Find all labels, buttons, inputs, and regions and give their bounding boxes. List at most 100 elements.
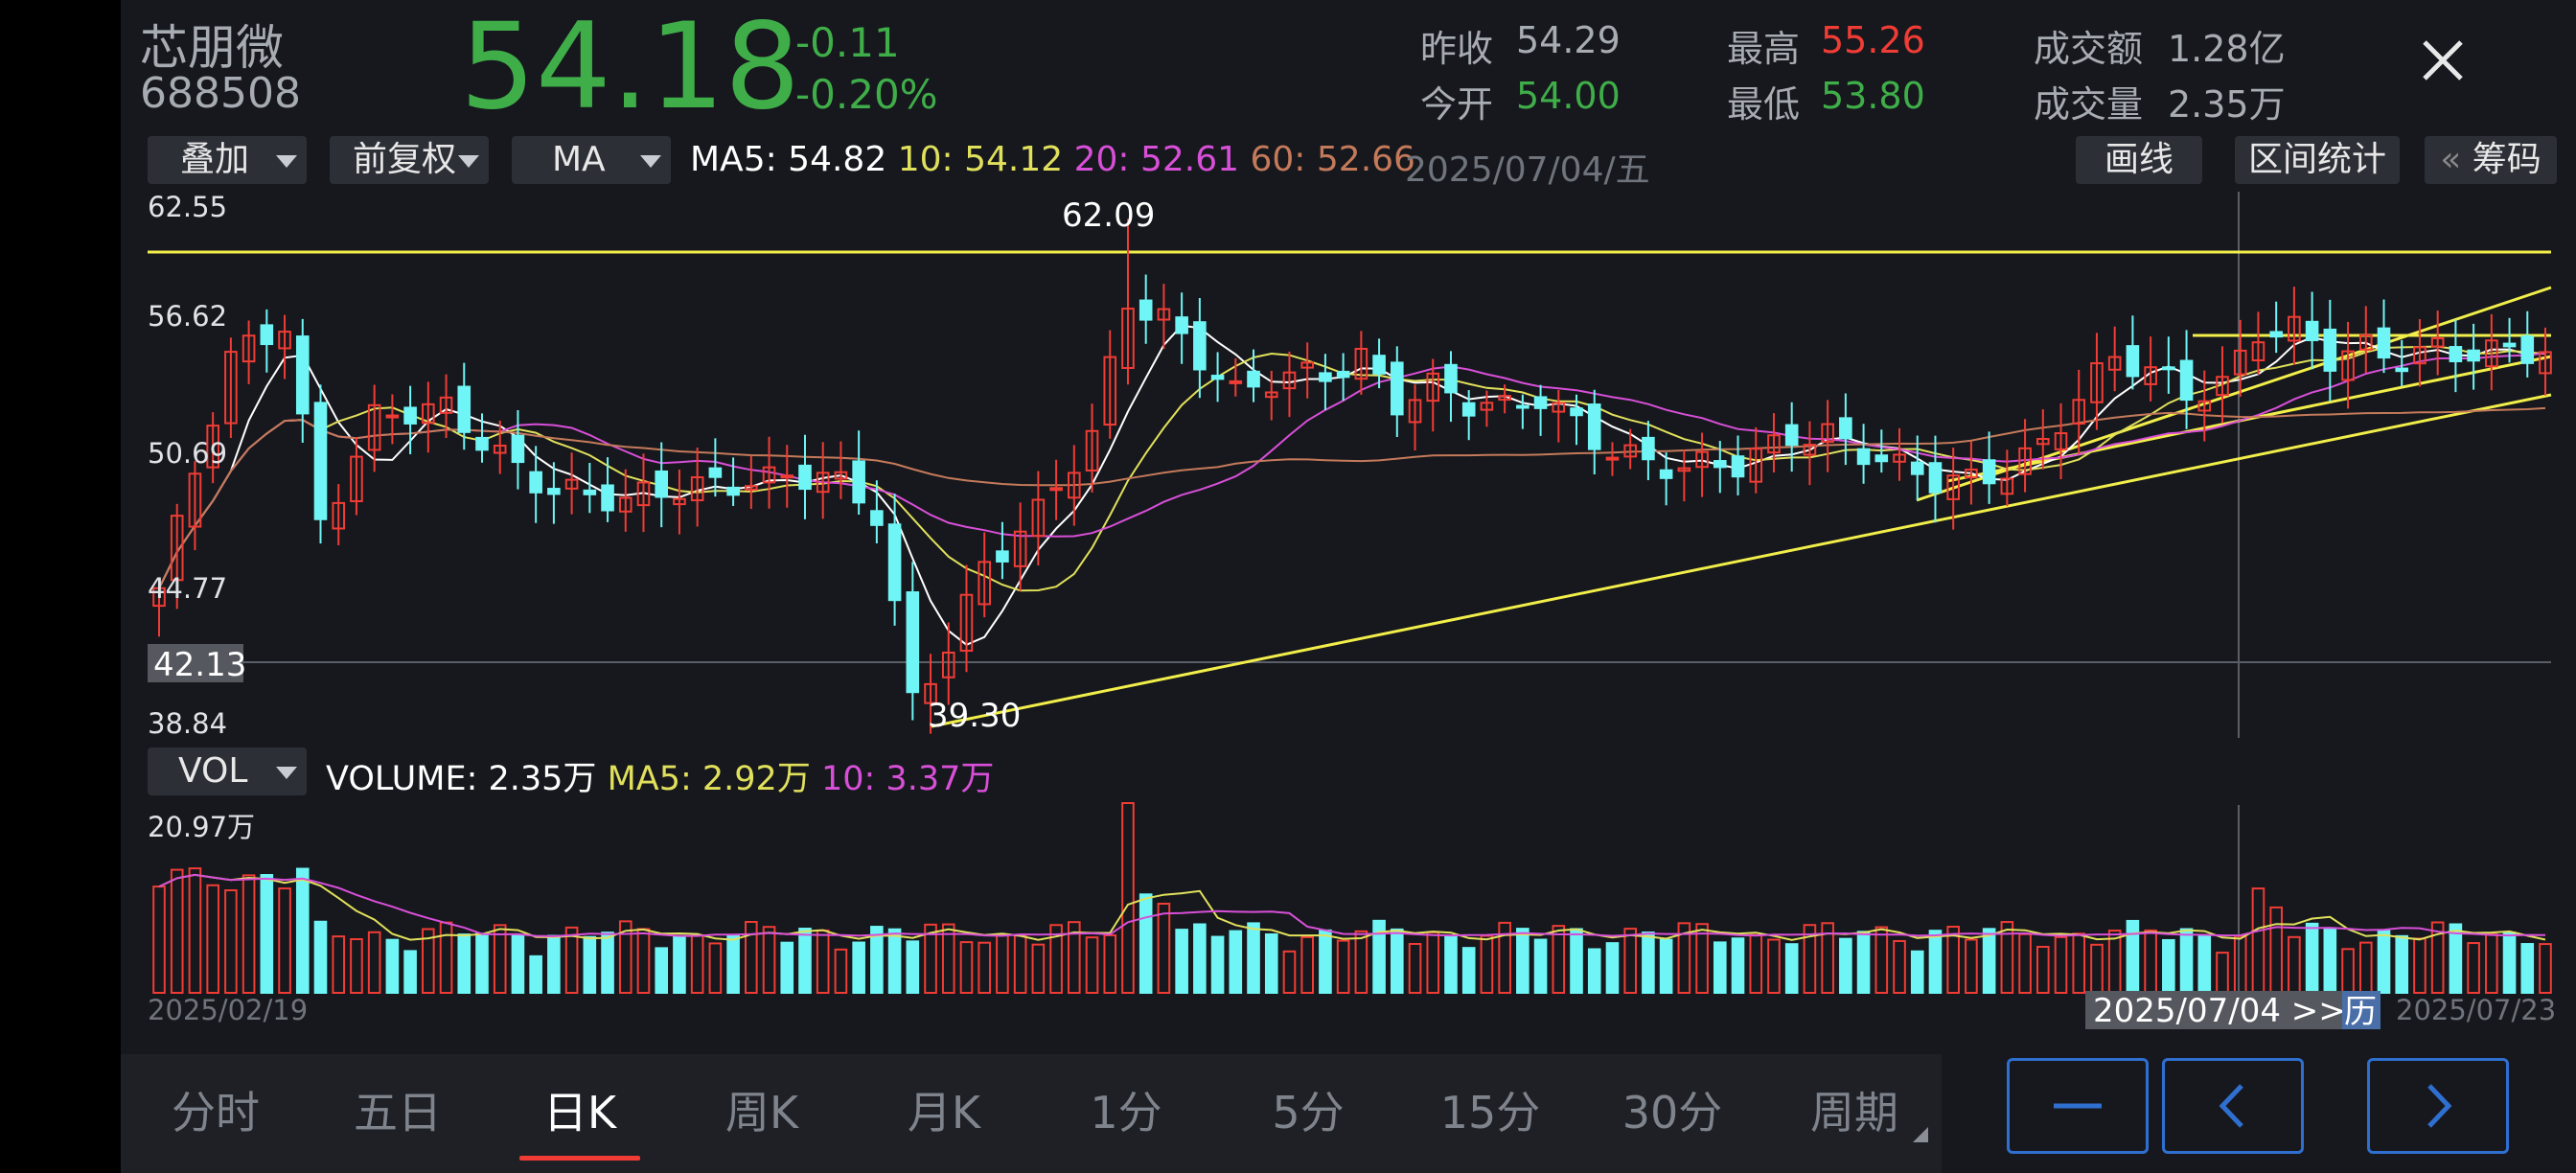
volume-chart[interactable]: 20.97万 2025/02/19 2025/07/04 >> 历 2025/0…	[121, 795, 2576, 1064]
next-button[interactable]	[2367, 1058, 2509, 1154]
close-icon[interactable]	[2419, 36, 2467, 84]
candle-body	[924, 682, 937, 704]
volume-bar	[1695, 923, 1709, 994]
tab-1min[interactable]: 1分	[1090, 1087, 1162, 1138]
volume-bar	[726, 934, 740, 994]
chips-button[interactable]: « 筹码	[2425, 136, 2557, 184]
tab-period[interactable]: 周期	[1810, 1087, 1898, 1138]
previous-button[interactable]	[2162, 1058, 2304, 1154]
candle-body	[2467, 349, 2480, 362]
volume-bar	[152, 886, 166, 994]
volume-bar	[1498, 921, 1511, 995]
zoom-out-button[interactable]	[2007, 1058, 2149, 1154]
amount-value: 1.28亿	[2168, 28, 2286, 70]
candle-body	[439, 396, 453, 414]
candle-body	[1767, 434, 1781, 454]
tab-5min[interactable]: 5分	[1272, 1087, 1345, 1138]
volume-bar	[780, 941, 794, 995]
candle-body	[1982, 459, 1996, 485]
candle-body	[547, 488, 561, 495]
volume-bar	[816, 929, 830, 994]
volume-bar	[1516, 928, 1530, 994]
volume-ma5-line	[158, 873, 2546, 941]
chevron-down-icon	[276, 767, 297, 779]
chevron-left-icon	[2219, 1084, 2243, 1128]
volume-bar	[2323, 927, 2337, 994]
volume-bar	[260, 874, 274, 994]
tab-timeshare[interactable]: 分时	[172, 1087, 260, 1138]
candle-body	[2395, 367, 2409, 373]
volume-bar	[475, 932, 489, 995]
candle-body	[780, 474, 794, 479]
tab-daily-k[interactable]: 日K	[542, 1087, 617, 1138]
volume-ma10-label: 10: 3.37万	[820, 760, 995, 798]
volume-bar	[422, 928, 435, 995]
candle-body	[332, 501, 346, 530]
candle-body	[959, 593, 974, 653]
candle-body	[745, 485, 758, 491]
candle-body	[1659, 469, 1673, 479]
volume-indicator-dropdown[interactable]: VOL	[148, 748, 307, 795]
candle-body	[1461, 402, 1476, 417]
ma-legend: MA5: 54.82 10: 54.12 20: 52.61 60: 52.66	[690, 140, 1415, 179]
chevron-right-icon	[2427, 1084, 2452, 1128]
candle-body	[2485, 339, 2498, 368]
price-change-pct: -0.20%	[795, 71, 938, 118]
prev-close-label: 昨收	[1420, 28, 1494, 70]
minus-icon	[2054, 1103, 2102, 1109]
candle-body	[295, 335, 310, 415]
ma60-value: 60: 52.66	[1250, 140, 1415, 179]
price-chart[interactable]: 42.13 62.55 56.62 50.69 44.77 38.84 62.0…	[121, 192, 2576, 748]
stock-chart-screen: 芯朋微 688508 54.18 -0.11 -0.20% 昨收 54.29 今…	[121, 0, 2576, 1173]
candle-body	[367, 403, 381, 451]
adjust-label: 前复权	[353, 140, 457, 179]
volume-bar	[2144, 929, 2157, 994]
tab-monthly-k[interactable]: 月K	[907, 1087, 981, 1138]
volume-bar	[1461, 947, 1476, 994]
draw-line-button[interactable]: 画线	[2076, 136, 2202, 184]
candle-body	[1319, 372, 1332, 382]
candle-body	[1749, 448, 1763, 483]
adjust-dropdown[interactable]: 前复权	[330, 136, 489, 184]
tab-30min[interactable]: 30分	[1622, 1087, 1723, 1138]
candle-body	[1138, 299, 1153, 321]
candle-body	[583, 489, 597, 495]
indicator-dropdown[interactable]: MA	[512, 136, 671, 184]
volume-bar	[2539, 943, 2552, 994]
volume-bar	[385, 938, 400, 994]
volume-bar	[690, 933, 704, 995]
tab-15min[interactable]: 15分	[1439, 1087, 1541, 1138]
candle-body	[1210, 375, 1225, 380]
volume-bar	[1910, 950, 1924, 994]
candle-body	[350, 455, 363, 502]
candle-body	[2054, 432, 2068, 450]
volume-bar	[206, 884, 219, 994]
candle-body	[2377, 327, 2391, 359]
volume-bar	[1319, 929, 1332, 994]
active-tab-indicator	[519, 1156, 640, 1161]
chevron-down-icon	[458, 155, 479, 168]
range-stats-button[interactable]: 区间统计	[2235, 136, 2400, 184]
volume-bar	[1642, 932, 1655, 994]
volume-bar	[959, 941, 974, 995]
trend-line[interactable]	[1946, 355, 2552, 483]
volume-bar	[2358, 941, 2373, 995]
candle-body	[1874, 454, 1889, 463]
overlay-dropdown[interactable]: 叠加	[148, 136, 307, 184]
volume-bar	[1767, 938, 1781, 995]
candle-body	[1426, 372, 1440, 402]
trend-line[interactable]	[931, 393, 2552, 728]
high-value: 55.26	[1821, 19, 1925, 61]
candle-body	[206, 425, 219, 469]
volume-max-tick: 20.97万	[148, 811, 255, 843]
tab-five-day[interactable]: 五日	[354, 1087, 442, 1138]
candle-body	[1784, 424, 1799, 447]
indicator-label: MA	[552, 140, 606, 179]
volume-bar	[2054, 935, 2068, 994]
volume-bar	[1856, 931, 1871, 994]
candle-body	[1677, 467, 1691, 472]
tab-weekly-k[interactable]: 周K	[724, 1087, 799, 1138]
volume-bar	[1085, 936, 1099, 995]
candle-body	[1444, 363, 1458, 394]
history-tag[interactable]: 历	[2344, 993, 2377, 1031]
